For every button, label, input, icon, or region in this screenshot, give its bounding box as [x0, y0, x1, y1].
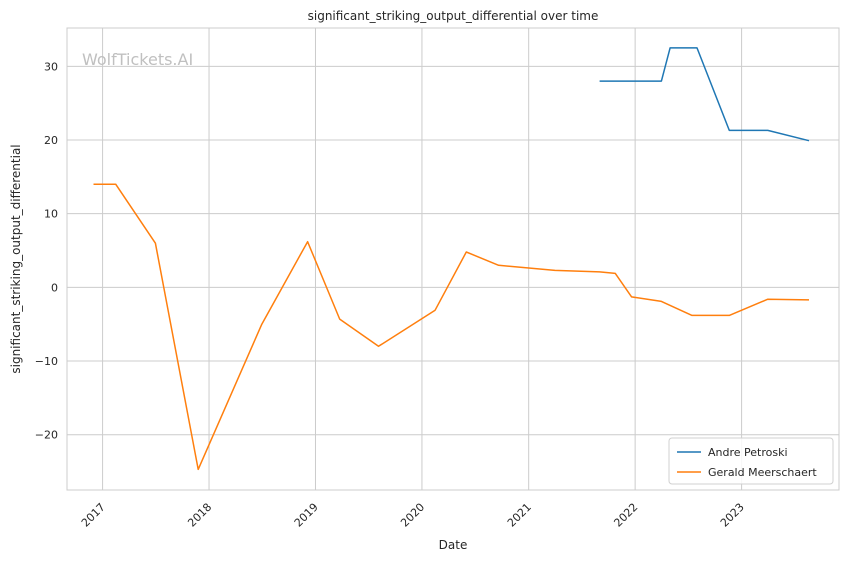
y-tick-label: −10 — [35, 355, 58, 368]
x-tick-label: 2018 — [185, 501, 214, 530]
x-tick-label: 2020 — [398, 501, 427, 530]
x-tick-label: 2023 — [718, 501, 747, 530]
chart-title: significant_striking_output_differential… — [308, 9, 599, 23]
x-tick-label: 2019 — [292, 501, 321, 530]
watermark: WolfTickets.AI — [82, 50, 193, 69]
x-tick-label: 2017 — [79, 501, 108, 530]
series-line-andre-petroski — [599, 47, 810, 142]
legend-label-gerald-meerschaert: Gerald Meerschaert — [708, 466, 817, 479]
legend-box — [668, 437, 834, 485]
y-tick-label: −20 — [35, 429, 58, 442]
series-layer — [93, 47, 810, 471]
y-axis-label: significant_striking_output_differential — [9, 144, 23, 373]
y-tick-label: 20 — [44, 134, 58, 147]
y-tick-label: 30 — [44, 60, 58, 73]
legend-label-andre-petroski: Andre Petroski — [708, 446, 788, 459]
grid-lines — [67, 28, 839, 490]
x-tick-labels: 2017 2018 2019 2020 2021 2022 2023 — [79, 501, 747, 530]
x-tick-label: 2021 — [505, 501, 534, 530]
x-tick-label: 2022 — [611, 501, 640, 530]
x-axis-label: Date — [439, 538, 468, 552]
y-tick-label: 0 — [51, 281, 58, 294]
series-line-gerald-meerschaert — [93, 183, 810, 471]
y-tick-labels: −20 −10 0 10 20 30 — [35, 60, 58, 441]
y-tick-label: 10 — [44, 208, 58, 221]
legend: Andre Petroski Gerald Meerschaert — [668, 437, 834, 485]
plot-area-frame — [66, 27, 840, 491]
